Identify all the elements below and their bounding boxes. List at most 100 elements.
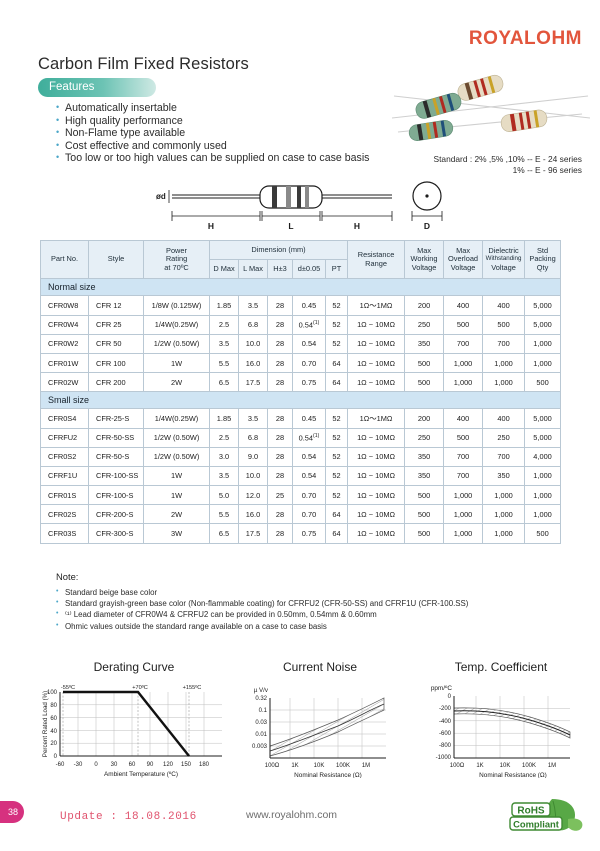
cell-power-rating: 1/2W (0.50W)	[143, 427, 210, 448]
cell-resistance-range: 1Ω ~ 10MΩ	[347, 446, 406, 467]
note-item: ⁽¹⁾ Lead diameter of CFR0W4 & CFRFU2 can…	[56, 608, 468, 620]
cell-max-working-voltage: 250	[404, 314, 445, 335]
cell-l-max: 17.5	[238, 372, 268, 393]
cell-power-rating: 1/4W(0.25W)	[143, 408, 210, 429]
xtick-60: 60	[129, 762, 136, 768]
cell-part-no: CFR0W2	[40, 333, 89, 354]
temp-coefficient-chart: Temp. Coefficient 0 -200	[410, 660, 592, 780]
noise-typical-curve	[269, 703, 385, 752]
ytick-003: 0.03	[255, 720, 267, 726]
cell-d-tolerance: 0.75	[292, 523, 326, 544]
cell-d-max: 5.0	[209, 485, 239, 506]
tolerance-series-line2: 1% -- E - 96 series	[512, 164, 582, 175]
dimension-diagram: ød H L H D	[156, 181, 443, 231]
cell-resistance-range: 1Ω～1MΩ	[347, 295, 406, 316]
specifications-table: Part No. Style Power Rating at 70ºC Dime…	[39, 239, 562, 544]
cell-part-no: CFR0W4	[40, 314, 89, 335]
cell-resistance-range: 1Ω ~ 10MΩ	[347, 372, 406, 393]
footnote-marker: (1)	[313, 320, 320, 327]
cell-style: CFR-300-S	[88, 523, 144, 544]
col-std-packing-l3: Qty	[536, 262, 549, 272]
company-logo: ROYALOHM	[468, 28, 582, 49]
col-pt: PT	[324, 259, 349, 280]
cell-d-max: 2.5	[209, 314, 239, 335]
col-dimension-group: Dimension (mm)	[208, 239, 349, 261]
col-power-rating-l2: Rating	[165, 254, 188, 264]
cell-h: 28	[267, 295, 293, 316]
col-max-overload-l1: Max	[456, 245, 471, 255]
xtick-1k: 1K	[291, 763, 298, 769]
cell-l-max: 10.0	[238, 465, 268, 487]
website-url[interactable]: www.royalohm.com	[246, 809, 338, 821]
cell-h: 28	[267, 427, 293, 448]
cell-h: 28	[267, 408, 293, 429]
cell-pt: 52	[324, 408, 349, 429]
annotation-plus155c: +155ºC	[183, 684, 202, 691]
cell-d-max: 3.5	[209, 333, 239, 354]
note-item: Standard beige base color	[56, 586, 468, 598]
cell-h: 28	[267, 523, 293, 544]
col-std-packing-l1: Std	[537, 245, 549, 255]
ytick-40: 40	[50, 729, 57, 735]
table-group-header: Small size	[39, 391, 562, 410]
list-item: High quality performance	[56, 114, 369, 128]
cell-max-overload-voltage: 400	[443, 295, 484, 316]
ytick-100: 100	[47, 690, 58, 696]
ytick-minus600: -600	[439, 731, 452, 737]
cell-l-max: 12.0	[238, 485, 268, 506]
cell-max-overload-voltage: 1,000	[443, 372, 484, 393]
note-item: Ohmic values outside the standard range …	[56, 620, 468, 632]
cell-max-working-voltage: 350	[404, 333, 445, 354]
footnote-marker: (1)	[313, 433, 320, 440]
cell-max-overload-voltage: 500	[443, 427, 484, 448]
cell-power-rating: 2W	[143, 372, 210, 393]
cell-part-no: CFR0S2	[40, 446, 89, 467]
cell-l-max: 9.0	[238, 446, 268, 467]
chart-title: Current Noise	[282, 660, 358, 674]
dim-label-h-left: H	[208, 221, 214, 231]
col-std-packing-qty: Std Packing Qty	[524, 239, 562, 280]
cell-l-max: 16.0	[238, 504, 268, 525]
cell-dielectric-voltage: 1,000	[482, 352, 526, 374]
table-group-label: Small size	[39, 391, 562, 410]
cell-d-max: 6.5	[209, 523, 239, 544]
cell-dielectric-voltage: 700	[482, 446, 526, 467]
col-power-rating-l3: at 70ºC	[164, 262, 189, 272]
current-noise-chart: Current Noise 0.32 0.1 0.	[232, 660, 408, 780]
cell-h: 25	[267, 485, 293, 506]
cell-h: 28	[267, 446, 293, 467]
xtick-100ohm: 100Ω	[450, 763, 465, 769]
xtick-10k: 10K	[500, 763, 511, 769]
xtick-90: 90	[147, 762, 154, 768]
cell-pt: 52	[324, 465, 349, 487]
ytick-001: 0.01	[255, 732, 267, 738]
xtick-minus60: -60	[56, 762, 65, 768]
cell-pt: 64	[324, 523, 349, 544]
page-number: 38	[0, 801, 24, 823]
cell-max-working-voltage: 500	[404, 523, 445, 544]
cell-pt: 64	[324, 352, 349, 374]
cell-max-overload-voltage: 1,000	[443, 504, 484, 525]
cell-pt: 52	[324, 427, 349, 448]
cell-d-max: 3.5	[209, 465, 239, 487]
cell-part-no: CFR02S	[40, 504, 89, 525]
annotation-minus55c: -55ºC	[61, 684, 75, 691]
xtick-0: 0	[94, 762, 98, 768]
xtick-120: 120	[163, 762, 174, 768]
cell-power-rating: 1/2W (0.50W)	[143, 446, 210, 467]
rohs-label: RoHS	[517, 805, 545, 816]
cell-std-packing-qty: 500	[524, 523, 562, 544]
col-resistance-range: Resistance Range	[347, 239, 406, 280]
ytick-0: 0	[54, 754, 58, 760]
cell-pt: 64	[324, 372, 349, 393]
ytick-80: 80	[50, 703, 57, 709]
cell-style: CFR-100-SS	[88, 465, 144, 487]
cell-dielectric-voltage: 700	[482, 333, 526, 354]
cell-pt: 64	[324, 504, 349, 525]
cell-pt: 52	[324, 485, 349, 506]
cell-power-rating: 1W	[143, 485, 210, 506]
col-l-max: L Max	[238, 259, 268, 280]
cell-dielectric-voltage: 1,000	[482, 523, 526, 544]
cell-d-max: 1.85	[209, 295, 239, 316]
